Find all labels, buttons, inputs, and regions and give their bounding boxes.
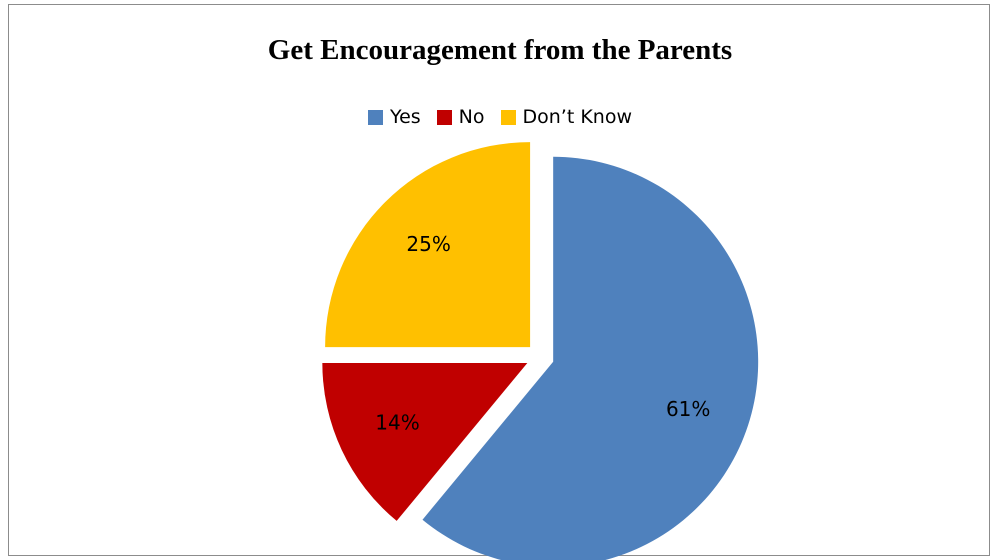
legend-label-no: No [458, 106, 485, 128]
legend-swatch-dont-know [500, 109, 516, 125]
pie-slice-dont-know [325, 142, 531, 348]
data-label-dont-know: 25% [406, 232, 450, 256]
legend-label-dont-know: Don’t Know [522, 106, 633, 128]
chart-legend: Yes No Don’t Know [0, 104, 1000, 130]
legend-swatch-yes [367, 109, 383, 125]
legend-label-yes: Yes [389, 106, 421, 128]
legend-item-no: No [436, 106, 485, 128]
legend-item-yes: Yes [367, 106, 421, 128]
legend-item-dont-know: Don’t Know [500, 106, 633, 128]
data-label-no: 14% [375, 411, 419, 435]
pie-slice-yes [422, 156, 759, 560]
chart-title: Get Encouragement from the Parents [267, 34, 733, 66]
data-label-yes: 61% [666, 397, 710, 421]
legend-swatch-no [436, 109, 452, 125]
pie-slice-no [322, 362, 528, 521]
